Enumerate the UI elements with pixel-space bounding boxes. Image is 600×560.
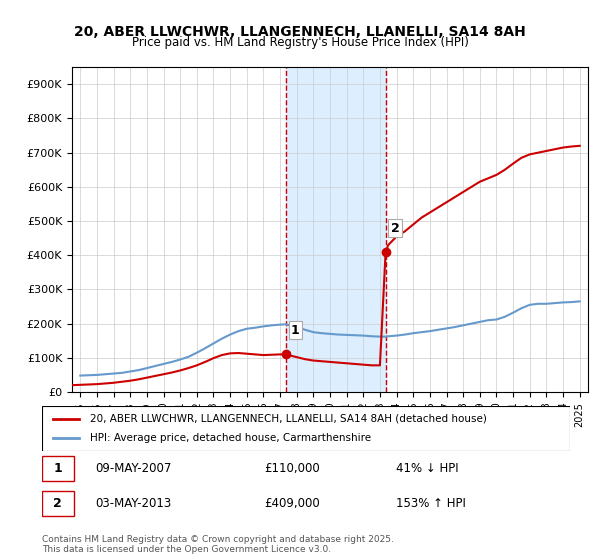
Text: HPI: Average price, detached house, Carmarthenshire: HPI: Average price, detached house, Carm… bbox=[89, 433, 371, 444]
FancyBboxPatch shape bbox=[42, 406, 570, 451]
Text: 153% ↑ HPI: 153% ↑ HPI bbox=[396, 497, 466, 510]
Text: £110,000: £110,000 bbox=[264, 462, 320, 475]
Text: 20, ABER LLWCHWR, LLANGENNECH, LLANELLI, SA14 8AH: 20, ABER LLWCHWR, LLANGENNECH, LLANELLI,… bbox=[74, 25, 526, 39]
Text: 2: 2 bbox=[53, 497, 62, 510]
Text: Price paid vs. HM Land Registry's House Price Index (HPI): Price paid vs. HM Land Registry's House … bbox=[131, 36, 469, 49]
Text: Contains HM Land Registry data © Crown copyright and database right 2025.
This d: Contains HM Land Registry data © Crown c… bbox=[42, 535, 394, 554]
Text: 09-MAY-2007: 09-MAY-2007 bbox=[95, 462, 171, 475]
Text: 41% ↓ HPI: 41% ↓ HPI bbox=[396, 462, 458, 475]
Text: 1: 1 bbox=[291, 324, 300, 337]
FancyBboxPatch shape bbox=[42, 456, 74, 482]
Text: £409,000: £409,000 bbox=[264, 497, 320, 510]
Text: 03-MAY-2013: 03-MAY-2013 bbox=[95, 497, 171, 510]
FancyBboxPatch shape bbox=[42, 491, 74, 516]
Text: 1: 1 bbox=[53, 462, 62, 475]
Text: 20, ABER LLWCHWR, LLANGENNECH, LLANELLI, SA14 8AH (detached house): 20, ABER LLWCHWR, LLANGENNECH, LLANELLI,… bbox=[89, 413, 487, 423]
Bar bbox=[286, 67, 386, 392]
Text: 2: 2 bbox=[391, 222, 400, 235]
